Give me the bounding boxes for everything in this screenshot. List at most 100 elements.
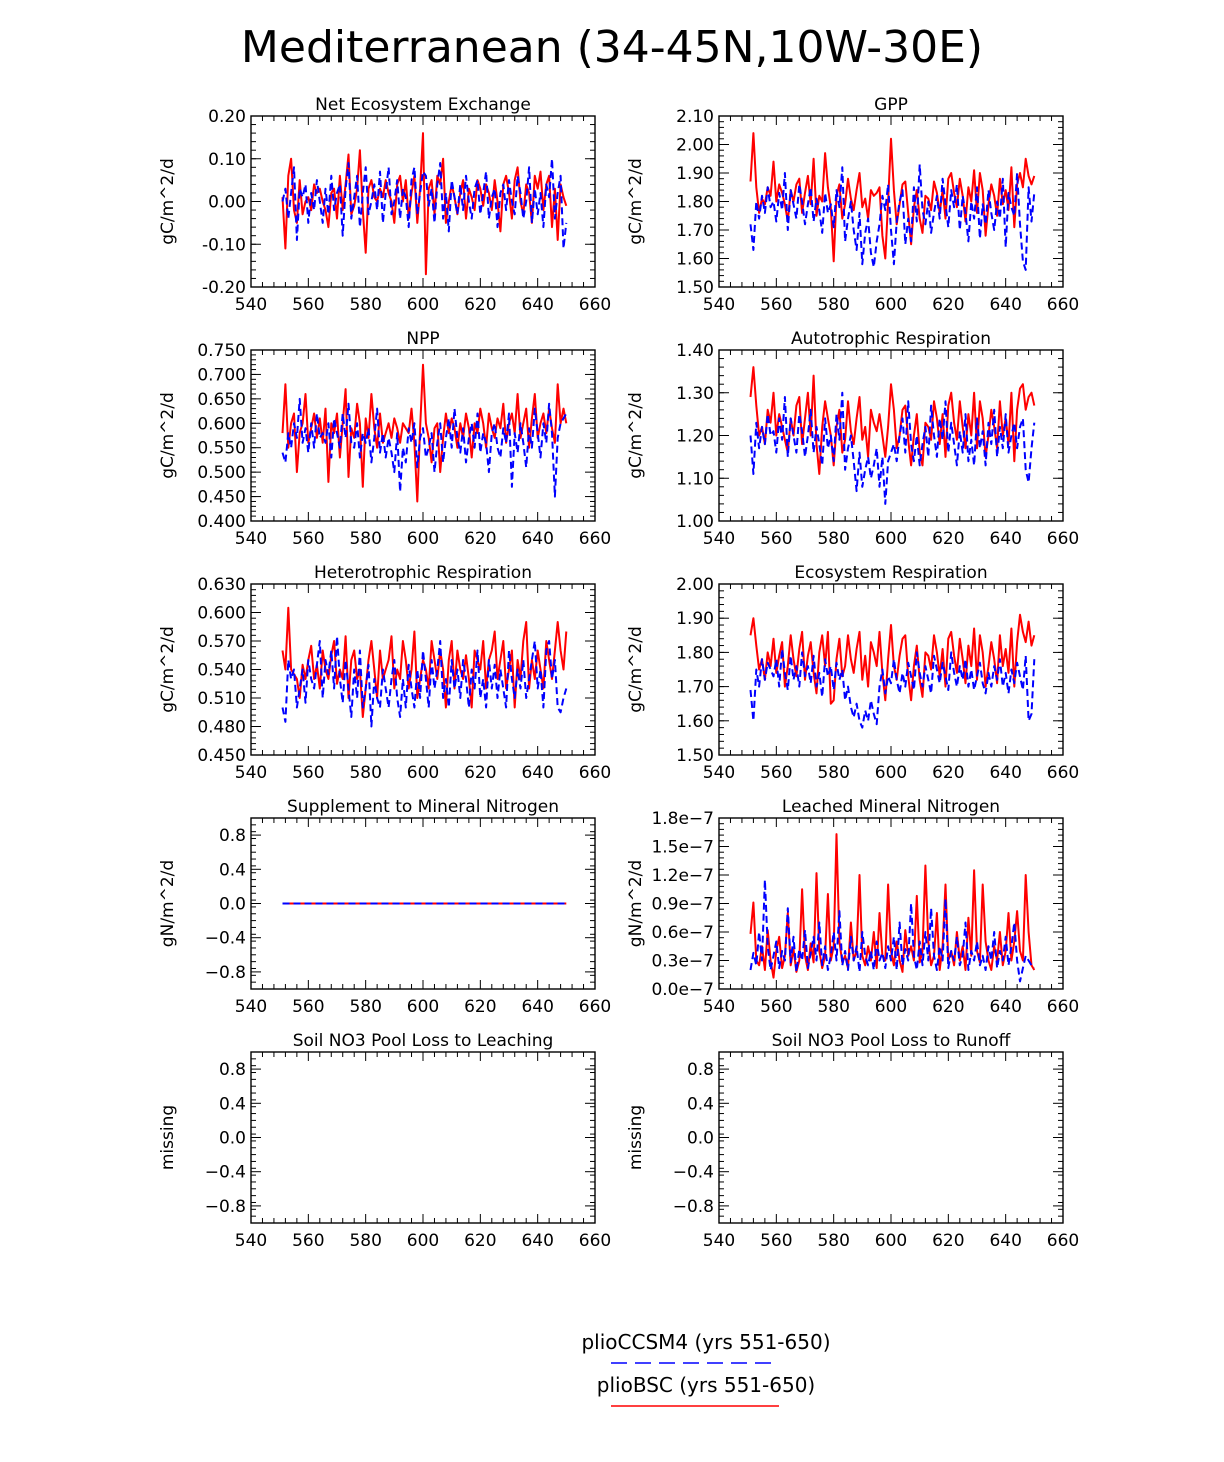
x-tick-label: 600 bbox=[875, 295, 907, 315]
y-tick-label: 1.50 bbox=[676, 278, 714, 298]
x-tick-label: 640 bbox=[521, 1231, 553, 1251]
y-tick-label: 1.00 bbox=[676, 512, 714, 532]
y-tick-label: −0.8 bbox=[205, 963, 246, 983]
y-tick-label: 0.700 bbox=[197, 365, 246, 385]
y-tick-label: 1.50 bbox=[676, 746, 714, 766]
y-axis-label: gC/m^2/d bbox=[626, 626, 646, 713]
x-tick-label: 640 bbox=[521, 529, 553, 549]
x-tick-label: 560 bbox=[292, 1231, 324, 1251]
y-tick-label: 2.00 bbox=[676, 575, 714, 595]
y-tick-label: -0.10 bbox=[202, 235, 246, 255]
panel-title: Heterotrophic Respiration bbox=[314, 563, 532, 583]
x-tick-label: 540 bbox=[703, 295, 735, 315]
x-tick-label: 620 bbox=[932, 295, 964, 315]
x-tick-label: 640 bbox=[521, 763, 553, 783]
series-line-plioccsm4 bbox=[281, 397, 568, 498]
y-tick-label: 0.600 bbox=[197, 414, 246, 434]
x-tick-label: 540 bbox=[235, 529, 267, 549]
series-line-plioccsm4 bbox=[281, 157, 568, 250]
x-tick-label: 600 bbox=[407, 529, 439, 549]
x-tick-label: 660 bbox=[579, 1231, 611, 1251]
x-tick-label: 660 bbox=[1047, 1231, 1079, 1251]
series-line-plioccsm4 bbox=[749, 648, 1036, 729]
y-axis-label: missing bbox=[626, 1105, 646, 1170]
y-tick-label: 2.10 bbox=[676, 107, 714, 127]
y-axis-label: gC/m^2/d bbox=[626, 392, 646, 479]
x-tick-label: 620 bbox=[932, 997, 964, 1017]
chart-panel: Autotrophic Respiration gC/m^2/d 540 560 580… bbox=[626, 329, 1079, 549]
y-axis-label: missing bbox=[158, 1105, 178, 1170]
series-line-plioccsm4 bbox=[749, 163, 1036, 271]
y-tick-label: 1.10 bbox=[676, 469, 714, 489]
x-tick-label: 660 bbox=[579, 295, 611, 315]
x-tick-label: 540 bbox=[703, 529, 735, 549]
x-tick-label: 640 bbox=[989, 997, 1021, 1017]
x-tick-label: 580 bbox=[817, 763, 849, 783]
y-tick-label: 1.90 bbox=[676, 609, 714, 629]
y-tick-label: 0.0 bbox=[687, 1129, 714, 1149]
y-tick-label: −0.8 bbox=[673, 1197, 714, 1217]
y-tick-label: 1.80 bbox=[676, 643, 714, 663]
x-tick-label: 540 bbox=[703, 763, 735, 783]
series-line-plioccsm4 bbox=[749, 391, 1036, 505]
y-axis-label: gC/m^2/d bbox=[626, 158, 646, 245]
x-tick-label: 560 bbox=[760, 763, 792, 783]
y-axis-label: gN/m^2/d bbox=[626, 860, 646, 947]
x-tick-label: 660 bbox=[579, 997, 611, 1017]
y-tick-label: −0.8 bbox=[205, 1197, 246, 1217]
chart-panel: Heterotrophic Respiration gC/m^2/d 540 560 5… bbox=[158, 563, 611, 783]
chart-panel: Soil NO3 Pool Loss to Runoff missing 540 56… bbox=[626, 1031, 1079, 1251]
series-line-pliobsc bbox=[281, 132, 568, 276]
panel-title: Net Ecosystem Exchange bbox=[315, 95, 531, 115]
y-tick-label: 0.550 bbox=[197, 439, 246, 459]
plot-frame bbox=[250, 115, 596, 288]
series-line-plioccsm4 bbox=[281, 635, 568, 728]
x-tick-label: 540 bbox=[235, 295, 267, 315]
plot-frame bbox=[250, 1051, 596, 1224]
x-tick-label: 620 bbox=[932, 1231, 964, 1251]
x-tick-label: 620 bbox=[464, 529, 496, 549]
x-tick-label: 660 bbox=[1047, 763, 1079, 783]
y-tick-label: 0.750 bbox=[197, 341, 246, 361]
y-tick-label: 0.8 bbox=[219, 826, 246, 846]
y-tick-label: 0.9e−7 bbox=[651, 895, 714, 915]
plot-frame bbox=[718, 1051, 1064, 1224]
y-tick-label: 0.00 bbox=[208, 193, 246, 213]
x-tick-label: 540 bbox=[235, 997, 267, 1017]
x-tick-label: 560 bbox=[292, 295, 324, 315]
panels-grid: Net Ecosystem Exchange gC/m^2/d 540 560 580 6… bbox=[158, 95, 1079, 1251]
series-line-pliobsc bbox=[749, 613, 1036, 705]
x-tick-label: 580 bbox=[349, 1231, 381, 1251]
x-tick-label: 620 bbox=[464, 1231, 496, 1251]
x-tick-label: 640 bbox=[989, 763, 1021, 783]
panel-title: Supplement to Mineral Nitrogen bbox=[287, 797, 559, 817]
series-line-pliobsc bbox=[749, 132, 1036, 263]
y-tick-label: 1.5e−7 bbox=[651, 838, 714, 858]
x-tick-label: 600 bbox=[407, 997, 439, 1017]
y-tick-label: 0.3e−7 bbox=[651, 952, 714, 972]
legend-label: plioBSC (yrs 551-650) bbox=[597, 1373, 815, 1397]
y-tick-label: 0.540 bbox=[197, 661, 246, 681]
x-tick-label: 640 bbox=[521, 295, 553, 315]
x-tick-label: 600 bbox=[407, 1231, 439, 1251]
panel-title: GPP bbox=[874, 95, 908, 115]
plot-frame bbox=[718, 115, 1064, 288]
y-axis-label: gN/m^2/d bbox=[158, 860, 178, 947]
y-tick-label: 0.20 bbox=[208, 107, 246, 127]
y-tick-label: −0.4 bbox=[205, 929, 246, 949]
series-line-pliobsc bbox=[281, 363, 568, 503]
y-tick-label: 0.8 bbox=[219, 1060, 246, 1080]
chart-panel: Leached Mineral Nitrogen gN/m^2/d 540 560 58… bbox=[626, 797, 1079, 1017]
panel-title: Leached Mineral Nitrogen bbox=[782, 797, 1000, 817]
x-tick-label: 600 bbox=[875, 1231, 907, 1251]
y-tick-label: −0.4 bbox=[673, 1163, 714, 1183]
x-tick-label: 580 bbox=[349, 763, 381, 783]
y-tick-label: 0.6e−7 bbox=[651, 923, 714, 943]
x-tick-label: 620 bbox=[464, 295, 496, 315]
x-tick-label: 560 bbox=[760, 529, 792, 549]
y-tick-label: 0.0 bbox=[219, 895, 246, 915]
y-tick-label: 0.570 bbox=[197, 632, 246, 652]
x-tick-label: 660 bbox=[1047, 529, 1079, 549]
x-tick-label: 540 bbox=[703, 1231, 735, 1251]
legend-label: plioCCSM4 (yrs 551-650) bbox=[581, 1330, 830, 1354]
